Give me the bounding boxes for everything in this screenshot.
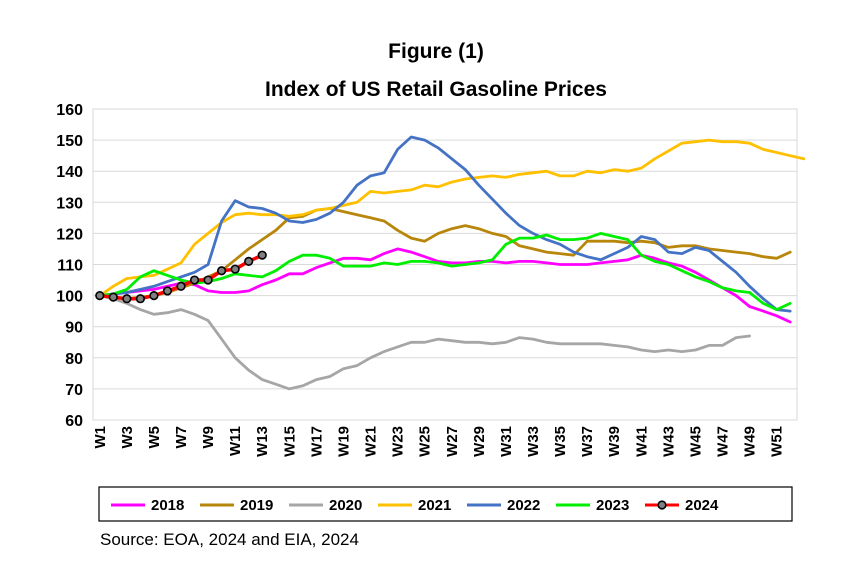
x-tick-label: W41 xyxy=(633,426,650,457)
series-line-2020 xyxy=(98,294,751,391)
x-tick-label: W15 xyxy=(281,426,298,457)
data-point-2024 xyxy=(108,292,118,302)
legend-label-2018: 2018 xyxy=(151,497,184,514)
x-tick-label: W37 xyxy=(579,426,596,457)
series-lines xyxy=(95,135,806,391)
legend-marker-2024 xyxy=(657,500,667,510)
x-tick-label: W35 xyxy=(552,426,569,457)
y-tick-label: 80 xyxy=(65,351,83,368)
data-point-2024 xyxy=(162,286,173,296)
y-tick-label: 70 xyxy=(65,382,83,399)
y-tick-label: 60 xyxy=(65,413,83,430)
x-tick-label: W27 xyxy=(444,426,461,457)
data-point-2024 xyxy=(203,275,213,285)
x-tick-label: W33 xyxy=(525,426,542,457)
x-axis: W1 W3 W5 W7 W9 W11 W13 W15 W17 W19 W21 W23 W25 W27 W29… xyxy=(92,426,786,457)
x-tick-label: W9 xyxy=(200,426,217,449)
y-axis: 60 70 80 90 100 110 120 130 140 150 160 xyxy=(56,102,83,430)
y-tick-label: 130 xyxy=(56,195,83,212)
x-tick-label: W3 xyxy=(119,426,136,449)
x-tick-label: W29 xyxy=(471,426,488,457)
x-tick-label: W11 xyxy=(227,426,244,456)
x-tick-label: W17 xyxy=(308,426,325,457)
data-point-2024 xyxy=(149,291,159,301)
x-tick-label: W5 xyxy=(146,426,163,449)
y-tick-label: 110 xyxy=(57,258,83,275)
x-tick-label: W19 xyxy=(335,426,352,457)
x-tick-label: W23 xyxy=(390,426,407,457)
data-point-2024 xyxy=(122,294,132,304)
data-point-2024 xyxy=(176,281,186,291)
x-tick-label: W49 xyxy=(742,426,759,457)
y-tick-label: 90 xyxy=(65,320,83,337)
series-line-2021 xyxy=(98,138,806,298)
legend-label-2020: 2020 xyxy=(329,497,362,514)
series-line-2023 xyxy=(98,231,792,312)
legend-label-2023: 2023 xyxy=(596,497,629,514)
data-point-2024 xyxy=(230,264,240,274)
data-point-2024 xyxy=(244,256,254,266)
y-tick-label: 150 xyxy=(56,133,83,150)
x-tick-label: W25 xyxy=(417,426,434,457)
y-tick-label: 120 xyxy=(56,226,83,243)
x-tick-label: W43 xyxy=(660,426,677,457)
chart-title-line1: Figure (1) xyxy=(388,40,484,63)
x-tick-label: W21 xyxy=(363,426,380,457)
x-tick-label: W47 xyxy=(715,426,732,457)
x-tick-label: W31 xyxy=(498,426,515,457)
series-line-2022 xyxy=(98,135,792,313)
legend-label-2019: 2019 xyxy=(240,497,273,514)
source-note: Source: EOA, 2024 and EIA, 2024 xyxy=(100,530,359,549)
x-tick-label: W51 xyxy=(769,426,786,457)
x-tick-label: W13 xyxy=(254,426,271,457)
legend-label-2024: 2024 xyxy=(685,497,719,514)
x-tick-label: W45 xyxy=(687,426,704,457)
data-point-2024 xyxy=(95,291,105,301)
plot-area-border xyxy=(92,108,798,421)
x-tick-label: W7 xyxy=(173,426,190,449)
legend-label-2022: 2022 xyxy=(507,497,540,514)
chart-title-line2: Index of US Retail Gasoline Prices xyxy=(265,78,607,101)
x-tick-label: W39 xyxy=(606,426,623,457)
data-point-2024 xyxy=(257,250,267,260)
y-tick-label: 160 xyxy=(56,102,83,119)
series-line-2018 xyxy=(98,247,792,324)
legend-label-2021: 2021 xyxy=(418,497,451,514)
y-tick-label: 100 xyxy=(56,289,83,306)
y-tick-label: 140 xyxy=(56,164,83,181)
data-point-2024 xyxy=(189,275,200,285)
legend: 2018 2019 2020 2021 2022 2023 2024 xyxy=(98,486,793,522)
x-tick-label: W1 xyxy=(92,426,109,449)
data-point-2024 xyxy=(135,294,145,304)
data-point-2024 xyxy=(217,266,227,276)
gridlines xyxy=(92,108,798,421)
